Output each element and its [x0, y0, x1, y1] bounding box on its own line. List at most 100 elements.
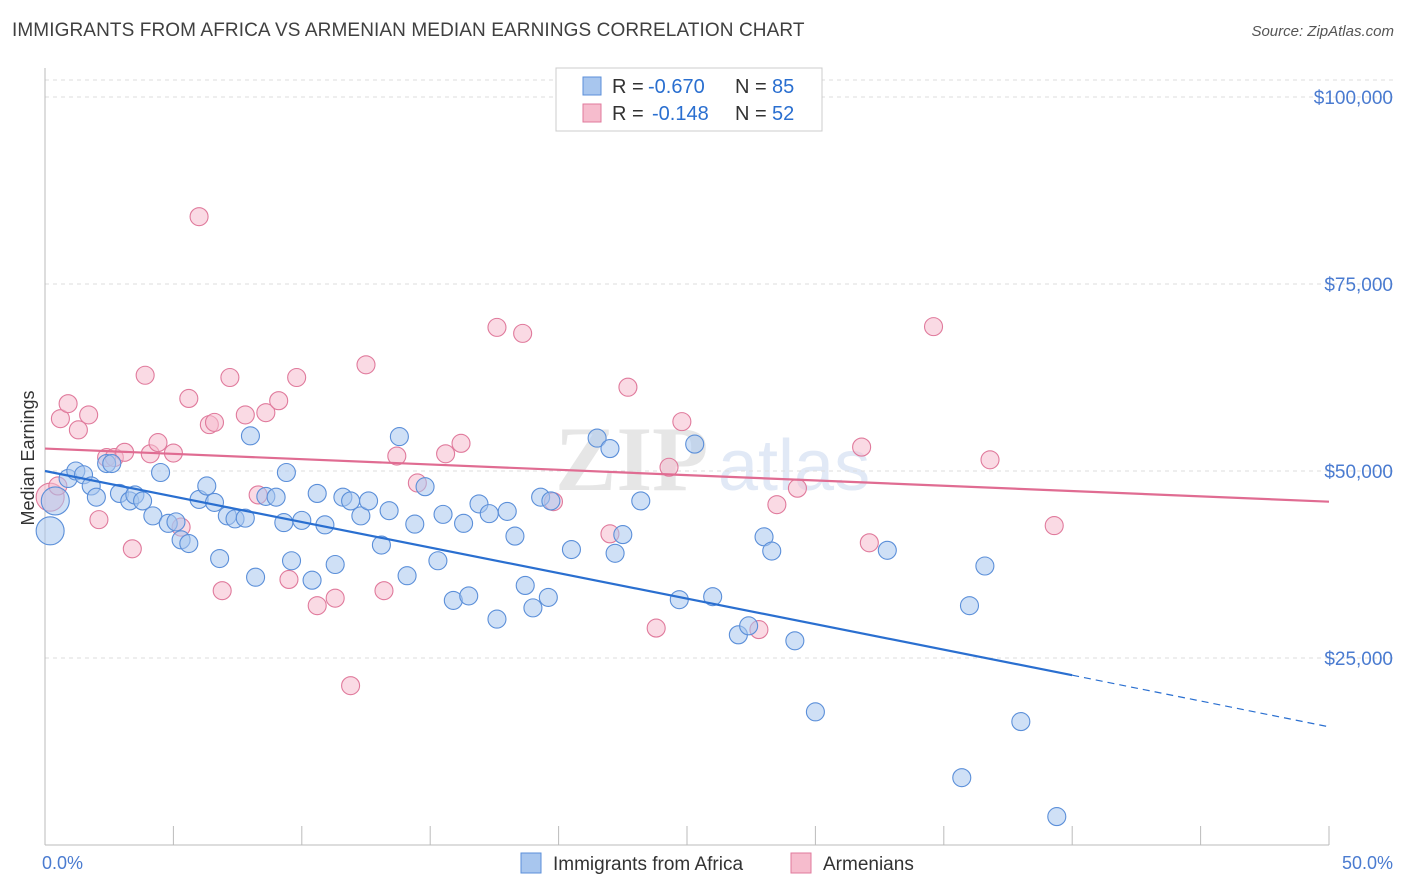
- armenian-point: [235, 405, 255, 425]
- y-tick-label: $75,000: [1324, 275, 1393, 296]
- africa-point: [276, 462, 296, 483]
- africa-r-label: R =: [612, 76, 644, 98]
- africa-trend-line: [44, 469, 1073, 677]
- y-tick-label: $25,000: [1324, 649, 1393, 670]
- armenian-point: [787, 478, 807, 498]
- armenian-point: [148, 433, 168, 453]
- x-tick-label: 50.0%: [1342, 853, 1393, 873]
- africa-n-value: 85: [772, 76, 794, 98]
- africa-point: [762, 541, 782, 561]
- africa-point: [325, 554, 345, 575]
- legend-africa-swatch: [520, 852, 542, 874]
- armenian-r-value: -0.148: [652, 103, 709, 125]
- armenian-point: [1044, 516, 1064, 536]
- africa-point: [433, 504, 453, 524]
- africa-points: [35, 426, 1067, 827]
- africa-point: [235, 508, 255, 528]
- armenian-point: [179, 388, 199, 408]
- africa-point: [877, 540, 897, 560]
- armenian-point: [256, 403, 276, 423]
- africa-point: [669, 590, 689, 610]
- africa-point: [587, 428, 607, 448]
- armenian-point: [436, 444, 456, 464]
- africa-r-value: -0.670: [648, 76, 705, 98]
- armenian-point: [374, 581, 394, 601]
- africa-point: [487, 609, 507, 629]
- africa-point: [266, 487, 286, 507]
- y-tick-label: $100,000: [1314, 88, 1393, 109]
- africa-point: [35, 516, 65, 546]
- armenian-point: [618, 377, 638, 397]
- africa-point: [133, 491, 153, 511]
- armenian-point: [767, 495, 787, 515]
- armenian-point: [307, 596, 327, 616]
- africa-point: [246, 567, 266, 587]
- africa-point: [197, 476, 217, 496]
- armenian-point: [204, 412, 225, 432]
- armenian-point: [451, 433, 471, 453]
- armenian-n-label: N =: [735, 103, 767, 125]
- armenian-point: [513, 323, 533, 343]
- africa-point: [975, 556, 995, 576]
- africa-point: [428, 551, 448, 571]
- armenian-point: [89, 510, 109, 530]
- africa-point: [459, 586, 479, 606]
- armenian-points: [35, 207, 1064, 696]
- armenian-point: [287, 367, 307, 388]
- africa-point: [397, 566, 417, 586]
- africa-point: [302, 570, 322, 590]
- armenian-point: [212, 581, 232, 601]
- africa-point: [40, 486, 70, 516]
- legend-armenian-label: Armenians: [823, 854, 914, 875]
- africa-point: [785, 631, 805, 651]
- africa-point: [1011, 712, 1031, 732]
- legend-africa-label: Immigrants from Africa: [553, 854, 743, 875]
- armenian-point: [672, 412, 692, 432]
- africa-point: [561, 539, 581, 560]
- armenian-point: [646, 618, 666, 638]
- africa-point: [805, 702, 825, 722]
- africa-n-label: N =: [735, 76, 767, 98]
- africa-point: [541, 491, 561, 511]
- africa-point: [515, 575, 535, 595]
- africa-point: [371, 535, 391, 555]
- africa-point: [415, 477, 435, 497]
- africa-point: [405, 514, 425, 534]
- trend-lines: [44, 447, 1330, 728]
- africa-point: [151, 462, 171, 483]
- armenian-swatch: [582, 103, 602, 123]
- armenian-point: [852, 437, 872, 457]
- armenian-point: [387, 446, 407, 466]
- africa-point: [739, 616, 759, 636]
- africa-point: [605, 543, 625, 563]
- armenian-point: [859, 533, 879, 553]
- x-tick-label: 0.0%: [42, 853, 83, 873]
- africa-point: [102, 453, 122, 474]
- africa-point: [166, 512, 186, 532]
- africa-trend-extension: [1072, 674, 1330, 728]
- armenian-point: [135, 365, 155, 385]
- africa-point: [600, 439, 620, 459]
- armenian-n-value: 52: [772, 103, 794, 125]
- africa-point: [359, 491, 379, 511]
- armenian-trend-line: [44, 447, 1330, 503]
- armenian-r-label: R =: [612, 103, 644, 125]
- armenian-point: [325, 588, 345, 608]
- africa-point: [613, 525, 633, 545]
- africa-point: [1047, 807, 1067, 827]
- africa-point: [86, 487, 106, 507]
- y-axis-label: Median Earnings: [18, 390, 38, 525]
- africa-point: [240, 426, 260, 446]
- africa-point: [497, 501, 517, 521]
- africa-point: [143, 506, 163, 526]
- armenian-point: [980, 450, 1000, 470]
- x-tick-labels: 0.0% 50.0%: [42, 853, 1393, 873]
- armenian-point: [58, 394, 78, 414]
- source-label: Source: ZipAtlas.com: [1251, 23, 1394, 40]
- armenian-point: [923, 317, 944, 337]
- africa-point: [389, 427, 409, 447]
- africa-point: [685, 434, 705, 454]
- armenian-point: [68, 420, 88, 440]
- armenian-point: [220, 367, 240, 388]
- africa-point: [959, 596, 980, 616]
